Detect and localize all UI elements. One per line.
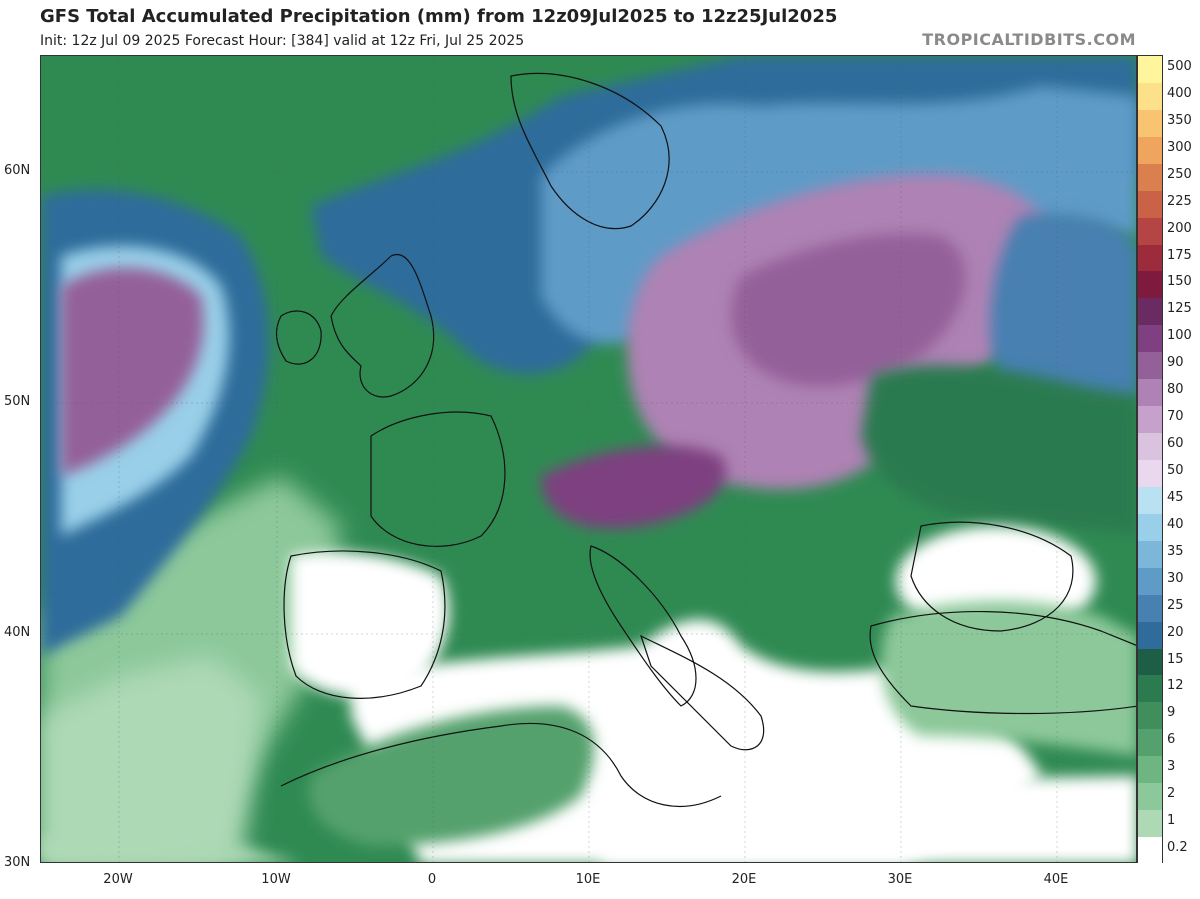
north-africa-coast: [280, 722, 722, 807]
legend-swatch: [1138, 271, 1162, 299]
alps-purple: [541, 445, 727, 529]
legend-label: 90: [1167, 355, 1184, 371]
precipitation-map[interactable]: [40, 55, 1137, 863]
lon-label-20w: 20W: [103, 872, 133, 887]
legend-label: 70: [1167, 409, 1184, 425]
legend-label: 30: [1167, 570, 1184, 586]
great-britain-coast: [330, 253, 435, 398]
legend-swatch: [1138, 433, 1162, 461]
turkey-light-green: [881, 601, 1136, 756]
lat-label-30n: 30N: [4, 855, 31, 870]
legend-swatch: [1138, 486, 1162, 514]
forecast-info: Init: 12z Jul 09 2025 Forecast Hour: [38…: [40, 33, 525, 49]
lon-label-0: 0: [427, 872, 437, 887]
coastlines: [275, 72, 1136, 807]
lon-label-40e: 40E: [1043, 872, 1069, 887]
turkey-coast: [869, 611, 1136, 715]
legend-label: 6: [1167, 732, 1176, 748]
legend-label: 100: [1167, 328, 1192, 344]
legend-swatch: [1138, 648, 1162, 676]
legend-swatch: [1138, 675, 1162, 703]
scandinavia-coast: [510, 72, 670, 230]
chart-title: GFS Total Accumulated Precipitation (mm)…: [40, 6, 838, 27]
legend-swatch: [1138, 729, 1162, 757]
legend-label: 3: [1167, 759, 1176, 775]
legend-swatch: [1138, 325, 1162, 353]
north-africa-green: [309, 706, 595, 846]
legend-swatch: [1138, 783, 1162, 811]
iberia-coast: [283, 550, 446, 699]
legend-swatch: [1138, 540, 1162, 568]
color-legend: [1137, 55, 1163, 865]
legend-swatch: [1138, 244, 1162, 272]
ukraine-green: [861, 365, 1136, 536]
balkans-coast: [639, 634, 765, 751]
legend-swatch: [1138, 352, 1162, 380]
legend-swatch: [1138, 513, 1162, 541]
legend-label: 150: [1167, 274, 1192, 290]
lon-label-20e: 20E: [731, 872, 757, 887]
legend-swatch: [1138, 594, 1162, 622]
legend-label: 175: [1167, 247, 1192, 263]
legend-label: 20: [1167, 624, 1184, 640]
legend-label: 2: [1167, 786, 1176, 802]
lightest-green-zone: [41, 656, 261, 862]
legend-swatch: [1138, 82, 1162, 110]
france-coast: [370, 411, 506, 547]
iberia-dry: [291, 552, 450, 697]
legend-swatch: [1138, 837, 1162, 865]
map-svg: [41, 56, 1136, 862]
legend-label: 350: [1167, 112, 1192, 128]
lat-label-60n: 60N: [4, 163, 31, 178]
legend-swatch: [1138, 702, 1162, 730]
legend-label: 25: [1167, 597, 1184, 613]
legend-label: 125: [1167, 301, 1192, 317]
legend-label: 40: [1167, 516, 1184, 532]
legend-label: 9: [1167, 705, 1176, 721]
legend-label: 250: [1167, 166, 1192, 182]
legend-swatch: [1138, 136, 1162, 164]
southwest-light: [41, 836, 295, 862]
site-watermark: TROPICALTIDBITS.COM: [922, 30, 1136, 49]
legend-label: 45: [1167, 489, 1184, 505]
legend-swatch: [1138, 460, 1162, 487]
legend-swatch: [1138, 379, 1162, 407]
legend-label: 60: [1167, 436, 1184, 452]
legend-swatch: [1138, 163, 1162, 191]
atlantic-purple-core: [61, 267, 204, 476]
lon-label-10e: 10E: [575, 872, 601, 887]
poland-purple-core: [731, 233, 966, 387]
legend-label: 500: [1167, 59, 1192, 74]
legend-swatch: [1138, 406, 1162, 434]
lat-label-40n: 40N: [4, 625, 31, 640]
legend-label: 1: [1167, 813, 1176, 829]
legend-swatch: [1138, 56, 1162, 83]
italy-coast: [589, 545, 697, 707]
legend-label: 225: [1167, 193, 1192, 209]
legend-label: 80: [1167, 382, 1184, 398]
legend-swatch: [1138, 190, 1162, 218]
sahara-dry: [601, 776, 1136, 862]
legend-swatch: [1138, 109, 1162, 137]
legend-label: 0.2: [1167, 840, 1188, 856]
legend-label: 35: [1167, 543, 1184, 559]
legend-label: 50: [1167, 463, 1184, 478]
legend-label: 200: [1167, 220, 1192, 236]
ireland-coast: [275, 310, 322, 365]
legend-swatch: [1138, 217, 1162, 245]
lon-label-10w: 10W: [261, 872, 291, 887]
legend-label: 300: [1167, 139, 1192, 155]
lat-label-50n: 50N: [4, 394, 31, 409]
legend-label: 400: [1167, 85, 1192, 101]
eastern-blue: [990, 213, 1136, 407]
legend-swatch: [1138, 621, 1162, 649]
legend-label: 12: [1167, 678, 1184, 694]
legend-swatch: [1138, 810, 1162, 838]
legend-swatch: [1138, 298, 1162, 326]
legend-swatch: [1138, 567, 1162, 595]
legend-label: 15: [1167, 651, 1184, 667]
legend-swatch: [1138, 756, 1162, 784]
lon-label-30e: 30E: [887, 872, 913, 887]
